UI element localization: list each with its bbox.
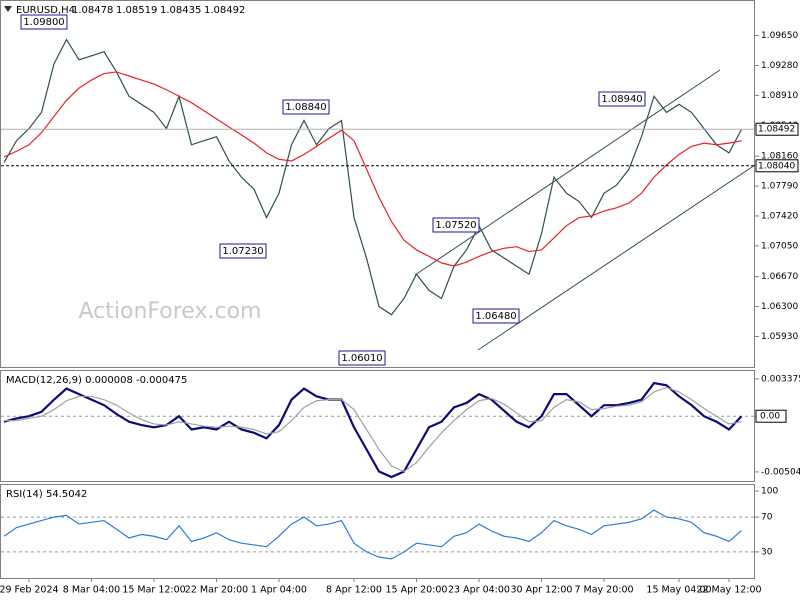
annotation-box bbox=[282, 99, 330, 115]
x-tick-label: 23 Apr 04:00 bbox=[448, 585, 510, 596]
dropdown-icon bbox=[4, 6, 12, 12]
ohlc-value: 1.08478 bbox=[72, 5, 113, 16]
y-tick-label: 1.09650 bbox=[761, 31, 798, 41]
price-level-label: 1.08040 bbox=[758, 161, 795, 171]
x-tick-label: 15 Apr 20:00 bbox=[386, 585, 448, 596]
rsi-line bbox=[3, 509, 742, 560]
x-tick-label: 15 Mar 12:00 bbox=[122, 585, 185, 596]
price-line bbox=[3, 71, 742, 267]
y-tick-label: 1.07420 bbox=[761, 211, 798, 221]
annotation: 1.07230 bbox=[222, 246, 263, 257]
annotation-box bbox=[432, 217, 480, 233]
y-tick-label: 1.08910 bbox=[761, 91, 798, 101]
annotation: 1.07520 bbox=[435, 220, 476, 231]
y-tick-label: 0.003375 bbox=[761, 374, 800, 384]
macd-value-box bbox=[755, 409, 787, 423]
price-line bbox=[3, 38, 743, 316]
watermark: ActionForex.com bbox=[79, 299, 262, 324]
y-tick-label: 1.06670 bbox=[761, 272, 798, 282]
macd-title: MACD(12,26,9) 0.000008 -0.000475 bbox=[6, 375, 187, 386]
macd-line bbox=[4, 386, 742, 473]
x-tick-label: 22 Mar 20:00 bbox=[185, 585, 248, 596]
x-tick-label: 7 May 20:00 bbox=[574, 585, 633, 596]
annotation: 1.08840 bbox=[285, 102, 326, 113]
macd-line bbox=[3, 381, 743, 479]
rsi-title: RSI(14) 54.5042 bbox=[6, 489, 87, 500]
annotation: 1.08940 bbox=[601, 94, 642, 105]
y-tick-label: -0.00504 bbox=[761, 467, 800, 477]
y-tick-label: 1.07050 bbox=[761, 241, 798, 251]
y-tick-label: 100 bbox=[761, 487, 778, 497]
y-tick-label: 1.09280 bbox=[761, 61, 798, 71]
x-tick-label: 30 Apr 12:00 bbox=[511, 585, 573, 596]
x-tick-label: 15 May 04:00 bbox=[646, 585, 711, 596]
y-tick-label: 1.06300 bbox=[761, 302, 798, 312]
annotation: 1.06010 bbox=[341, 353, 382, 364]
y-tick-label: 1.08160 bbox=[761, 152, 798, 162]
x-tick-label: 22 May 12:00 bbox=[696, 585, 761, 596]
price-level-box bbox=[755, 122, 799, 136]
annotation-box bbox=[219, 243, 267, 259]
symbol: EURUSD,H4 bbox=[16, 5, 75, 16]
channel-lower bbox=[477, 164, 756, 351]
price-level-box bbox=[755, 159, 799, 173]
price-level-label: 1.08492 bbox=[758, 125, 795, 135]
channel-upper bbox=[414, 69, 721, 276]
macd-panel bbox=[0, 370, 755, 482]
rsi-panel bbox=[0, 484, 755, 579]
x-tick-label: 1 Apr 04:00 bbox=[251, 585, 307, 596]
annotation-box bbox=[472, 308, 520, 324]
annotation-box bbox=[20, 14, 68, 30]
ohlc-value: 1.08492 bbox=[204, 5, 245, 16]
y-tick-label: 30 bbox=[761, 547, 773, 557]
ohlc-value: 1.08435 bbox=[160, 5, 201, 16]
ohlc-value: 1.08519 bbox=[116, 5, 157, 16]
y-tick-label: 70 bbox=[761, 513, 773, 523]
annotation: 1.06480 bbox=[475, 311, 516, 322]
annotation: 1.09800 bbox=[23, 17, 64, 28]
macd-value: 0.00 bbox=[760, 412, 780, 422]
y-tick-label: 1.05930 bbox=[761, 332, 798, 342]
x-tick-label: 8 Apr 12:00 bbox=[326, 585, 382, 596]
annotation-box bbox=[338, 350, 386, 366]
price-panel bbox=[0, 0, 755, 368]
annotation-box bbox=[598, 91, 646, 107]
x-tick-label: 29 Feb 2024 bbox=[0, 585, 59, 596]
y-tick-label: 1.07790 bbox=[761, 182, 798, 192]
x-tick-label: 8 Mar 04:00 bbox=[63, 585, 120, 596]
